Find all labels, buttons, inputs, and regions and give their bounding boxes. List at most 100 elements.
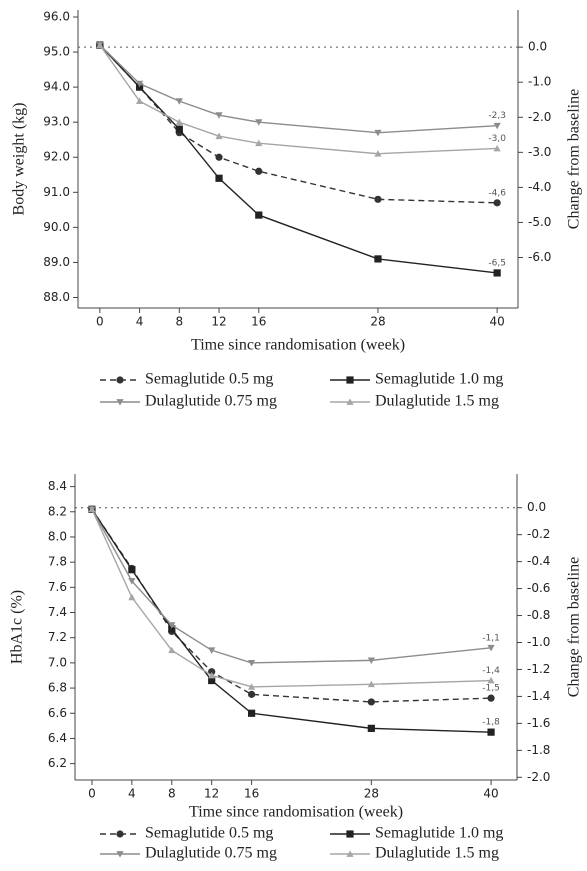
data-point (208, 647, 216, 654)
data-point (493, 144, 501, 152)
y-tick-label: 8.0 (48, 529, 67, 543)
legend-label: Dulaglutide 0.75 mg (145, 845, 277, 862)
y2-tick-label: -5.0 (528, 215, 551, 229)
y-tick-label: 7.8 (48, 555, 67, 569)
y2-axis-title: Change from baseline (566, 89, 583, 229)
legend-label: Dulaglutide 1.5 mg (375, 845, 499, 862)
x-tick-label: 16 (244, 787, 259, 801)
series-line (99, 44, 498, 134)
data-point (88, 505, 96, 513)
x-axis-title: Time since randomisation (week) (189, 804, 403, 821)
y-tick-label: 6.4 (48, 731, 67, 745)
y-tick-label: 88.0 (43, 290, 70, 304)
legend-marker (116, 830, 124, 838)
legend-marker (116, 376, 124, 384)
y2-tick-label: -1.0 (528, 75, 551, 89)
data-point (208, 671, 216, 679)
legend-marker (116, 399, 124, 406)
data-point (367, 724, 375, 732)
data-point (215, 174, 223, 182)
data-point (128, 578, 136, 585)
y-tick-label: 96.0 (43, 10, 70, 24)
legend-marker (346, 376, 354, 384)
y-axis-title: Body weight (kg) (11, 103, 28, 216)
y2-tick-label: -3.0 (528, 145, 551, 159)
end-label: -4,6 (488, 188, 506, 198)
data-point (215, 153, 223, 161)
legend-marker (346, 398, 354, 405)
data-point (255, 139, 263, 147)
series-line (99, 44, 498, 274)
y-tick-label: 95.0 (43, 45, 70, 59)
x-tick-label: 12 (204, 787, 219, 801)
data-point (208, 668, 216, 676)
x-tick-label: 8 (175, 315, 183, 329)
y-tick-label: 6.2 (48, 756, 67, 770)
y2-tick-label: -1.8 (527, 743, 550, 757)
data-point (215, 132, 223, 140)
y2-tick-label: -0.6 (527, 581, 550, 595)
legend-label: Semaglutide 1.0 mg (375, 371, 503, 388)
data-point (487, 694, 495, 702)
y2-tick-label: -4.0 (528, 180, 551, 194)
data-point (367, 657, 375, 664)
legend-marker (346, 850, 354, 857)
data-point (168, 622, 176, 629)
y-tick-label: 93.0 (43, 115, 70, 129)
y-tick-label: 7.0 (48, 655, 67, 669)
y-tick-label: 8.2 (48, 504, 67, 518)
end-label: -3,0 (488, 134, 506, 144)
y2-tick-label: -1.2 (527, 662, 550, 676)
x-tick-label: 40 (490, 315, 505, 329)
y2-tick-label: 0.0 (528, 40, 547, 54)
legend-marker (116, 851, 124, 858)
data-point (367, 680, 375, 688)
series-line (91, 508, 492, 664)
y2-tick-label: -0.8 (527, 608, 550, 622)
legend-label: Semaglutide 1.0 mg (375, 825, 503, 842)
x-tick-label: 28 (370, 315, 385, 329)
series-line (99, 44, 498, 155)
x-tick-label: 40 (483, 787, 498, 801)
data-point (487, 676, 495, 684)
x-tick-label: 8 (168, 787, 176, 801)
y2-tick-label: -0.4 (527, 554, 550, 568)
data-point (175, 125, 183, 133)
y-tick-label: 6.6 (48, 706, 67, 720)
data-point (255, 119, 263, 126)
legend-label: Semaglutide 0.5 mg (145, 825, 273, 842)
y-tick-label: 6.8 (48, 681, 67, 695)
data-point (128, 593, 136, 601)
end-label: -1,1 (482, 633, 500, 643)
y2-tick-label: 0.0 (527, 500, 546, 514)
y2-tick-label: -0.2 (527, 527, 550, 541)
data-point (487, 728, 495, 736)
y2-axis-title: Change from baseline (566, 557, 583, 697)
series-line (99, 44, 498, 204)
end-label: -1,8 (482, 718, 500, 728)
data-point (168, 646, 176, 654)
data-point (128, 566, 136, 574)
legend-label: Dulaglutide 0.75 mg (145, 393, 277, 410)
series-line (91, 508, 492, 703)
end-label: -6,5 (488, 258, 506, 268)
y2-tick-label: -1.0 (527, 635, 550, 649)
series-line (91, 508, 492, 688)
x-tick-label: 28 (364, 787, 379, 801)
data-point (374, 255, 382, 263)
data-point (493, 269, 501, 277)
x-tick-label: 0 (96, 315, 104, 329)
x-tick-label: 16 (251, 315, 266, 329)
data-point (248, 660, 256, 667)
data-point (487, 644, 495, 652)
y-tick-label: 91.0 (43, 185, 70, 199)
y2-tick-label: -6.0 (528, 250, 551, 264)
y-tick-label: 92.0 (43, 150, 70, 164)
y-tick-label: 7.4 (48, 605, 67, 619)
data-point (374, 129, 382, 137)
x-tick-label: 4 (128, 787, 136, 801)
y2-tick-label: -1.6 (527, 716, 550, 730)
data-point (255, 167, 263, 175)
